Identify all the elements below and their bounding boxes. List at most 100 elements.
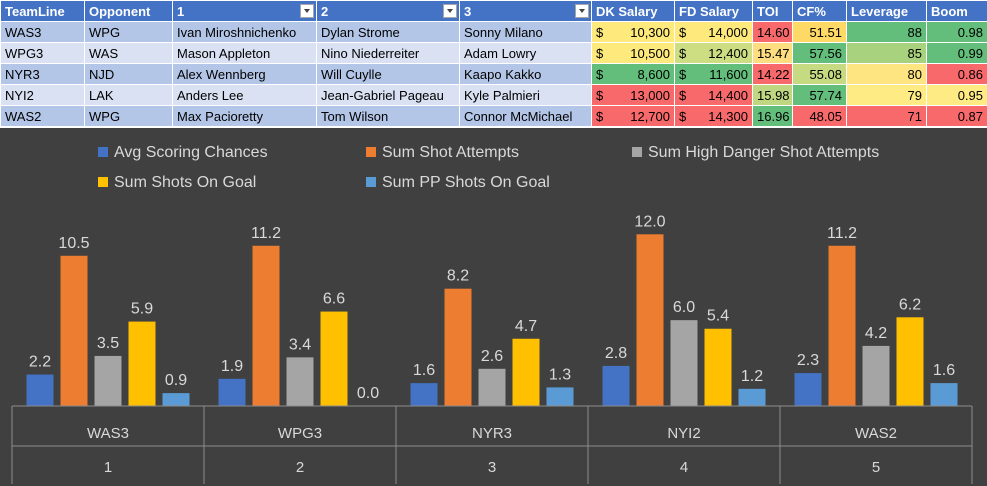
x-tick-index-label: 1: [104, 459, 112, 476]
cell-player-1: Ivan Miroshnichenko: [172, 21, 317, 43]
x-tick-index-label: 4: [680, 459, 688, 476]
legend-label: Sum PP Shots On Goal: [382, 174, 550, 191]
cell-teamline: WAS3: [0, 21, 85, 43]
salary-amount: 11,600: [709, 66, 748, 82]
salary-amount: 14,000: [708, 24, 748, 40]
x-tick-index-label: 2: [296, 459, 304, 476]
bar: [930, 383, 958, 406]
cell-teamline: WPG3: [0, 42, 85, 64]
cell-dk-salary: $8,600: [591, 63, 675, 85]
header-player-1: 1: [172, 0, 317, 22]
data-label: 6.0: [673, 299, 695, 316]
currency-symbol: $: [596, 87, 604, 103]
cell-player-3: Sonny Milano: [459, 21, 592, 43]
cell-player-1: Max Pacioretty: [172, 105, 317, 127]
table-row: NYI2 LAK Anders Lee Jean-Gabriel Pageau Kyle…: [0, 84, 987, 106]
bar: [444, 288, 472, 406]
currency-symbol: $: [596, 45, 604, 61]
currency-symbol: $: [679, 87, 687, 103]
filter-dropdown-icon[interactable]: [575, 4, 589, 18]
data-label: 12.0: [634, 213, 665, 230]
cell-leverage: 79: [846, 84, 927, 106]
table-row: WPG3 WAS Mason Appleton Nino Niederreiter Ad…: [0, 42, 987, 64]
bar: [410, 383, 438, 406]
legend-label: Sum High Danger Shot Attempts: [648, 144, 879, 161]
salary-amount: 12,400: [708, 45, 748, 61]
data-label: 1.2: [741, 368, 763, 385]
header-player-2: 2: [316, 0, 460, 22]
header-opponent: Opponent: [84, 0, 173, 22]
bar: [60, 255, 88, 406]
data-label: 1.9: [221, 358, 243, 375]
cell-player-1: Alex Wennberg: [172, 63, 317, 85]
data-label: 2.6: [481, 348, 503, 365]
cell-fd-salary: $11,600: [674, 63, 753, 85]
cell-boom: 0.87: [926, 105, 987, 127]
bar-chart: Avg Scoring Chances Sum Shot Attempts Sum …: [0, 128, 987, 486]
bar: [602, 365, 630, 406]
currency-symbol: $: [679, 66, 687, 82]
currency-symbol: $: [596, 24, 604, 40]
legend-label: Sum Shots On Goal: [114, 174, 256, 191]
cell-player-3: Adam Lowry: [459, 42, 592, 64]
legend-label: Sum Shot Attempts: [382, 144, 519, 161]
data-label: 5.4: [707, 308, 729, 325]
cell-player-1: Mason Appleton: [172, 42, 317, 64]
cell-leverage: 88: [846, 21, 927, 43]
table-row: WAS3 WPG Ivan Miroshnichenko Dylan Strome So…: [0, 21, 987, 43]
header-fd-salary: FD Salary: [674, 0, 753, 22]
data-label: 2.3: [797, 352, 819, 369]
legend-swatch: [98, 177, 108, 187]
legend-swatch: [366, 177, 376, 187]
bar: [512, 338, 540, 406]
currency-symbol: $: [679, 24, 687, 40]
salary-amount: 10,300: [630, 24, 670, 40]
cell-player-2: Nino Niederreiter: [316, 42, 460, 64]
x-tick-index-label: 5: [872, 459, 880, 476]
cell-opponent: LAK: [84, 84, 173, 106]
cell-opponent: WPG: [84, 21, 173, 43]
data-label: 6.6: [323, 291, 345, 308]
salary-amount: 12,700: [630, 108, 670, 124]
bar: [896, 317, 924, 406]
salary-amount: 14,400: [708, 87, 748, 103]
salary-amount: 14,300: [708, 108, 748, 124]
data-label: 1.3: [549, 366, 571, 383]
cell-cf-pct: 55.08: [792, 63, 847, 85]
filter-dropdown-icon[interactable]: [443, 4, 457, 18]
bar: [670, 320, 698, 406]
cell-toi: 15.98: [752, 84, 793, 106]
cell-boom: 0.86: [926, 63, 987, 85]
cell-teamline: WAS2: [0, 105, 85, 127]
cell-toi: 14.22: [752, 63, 793, 85]
data-label: 1.6: [933, 362, 955, 379]
table-row: NYR3 NJD Alex Wennberg Will Cuylle Kaapo Kak…: [0, 63, 987, 85]
cell-opponent: NJD: [84, 63, 173, 85]
data-label: 3.5: [97, 335, 119, 352]
bar: [320, 311, 348, 406]
bar: [704, 328, 732, 406]
cell-cf-pct: 51.51: [792, 21, 847, 43]
data-label: 2.2: [29, 354, 51, 371]
data-label: 11.2: [827, 225, 857, 242]
cell-dk-salary: $10,300: [591, 21, 675, 43]
data-table-container: TeamLine Opponent 1 2 3 DK Salary FD Sal…: [0, 0, 987, 128]
bar: [26, 374, 54, 406]
cell-player-3: Kyle Palmieri: [459, 84, 592, 106]
data-label: 2.8: [605, 345, 627, 362]
x-tick-label: NYI2: [667, 425, 700, 442]
bar: [794, 373, 822, 406]
cell-fd-salary: $14,400: [674, 84, 753, 106]
cell-player-3: Kaapo Kakko: [459, 63, 592, 85]
bar: [128, 321, 156, 406]
table-header-row: TeamLine Opponent 1 2 3 DK Salary FD Sal…: [0, 0, 987, 22]
x-tick-label: WAS3: [87, 425, 129, 442]
filter-dropdown-icon[interactable]: [300, 4, 314, 18]
bar: [286, 357, 314, 406]
teamline-table: TeamLine Opponent 1 2 3 DK Salary FD Sal…: [0, 0, 987, 127]
cell-fd-salary: $14,300: [674, 105, 753, 127]
cell-dk-salary: $12,700: [591, 105, 675, 127]
cell-boom: 0.99: [926, 42, 987, 64]
cell-teamline: NYI2: [0, 84, 85, 106]
cell-leverage: 71: [846, 105, 927, 127]
